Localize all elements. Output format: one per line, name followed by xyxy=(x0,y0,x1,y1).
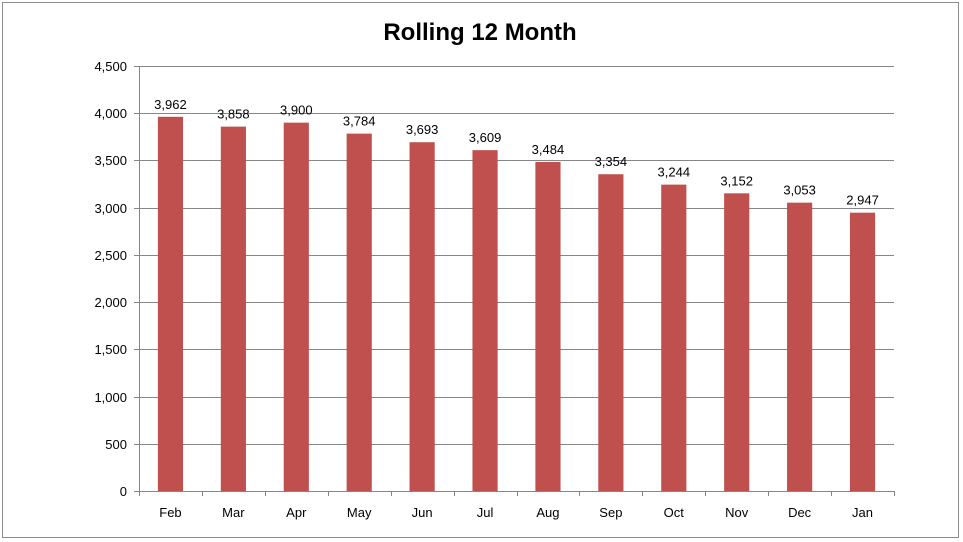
x-tick-label: Jan xyxy=(852,505,873,520)
bar xyxy=(849,212,876,491)
x-tick-label: May xyxy=(347,505,372,520)
x-tick-label: Feb xyxy=(159,505,181,520)
data-label: 3,609 xyxy=(469,130,502,145)
x-tick-label: Sep xyxy=(599,505,622,520)
y-tick-label: 1,000 xyxy=(94,390,127,405)
x-tick-label: Nov xyxy=(725,505,749,520)
axes xyxy=(139,66,895,496)
y-axis-ticks: 0 500 1,000 1,500 2,000 2,500 3,000 3,500 4,000 4… xyxy=(94,59,139,499)
y-tick-label: 4,500 xyxy=(94,59,127,74)
data-label: 3,784 xyxy=(343,114,376,129)
bar xyxy=(724,193,750,492)
x-tick-label: Apr xyxy=(286,505,307,520)
data-label: 2,947 xyxy=(846,193,879,208)
data-label: 3,858 xyxy=(217,107,250,122)
x-axis-ticks: Feb Mar Apr May Jun Jul Aug Sep Oct Nov Dec Jan xyxy=(159,505,873,520)
x-tick-label: Dec xyxy=(788,505,812,520)
x-tick-label: Jun xyxy=(412,505,433,520)
data-label: 3,354 xyxy=(595,154,628,169)
data-label: 3,152 xyxy=(720,173,753,188)
bar xyxy=(220,126,246,491)
bar xyxy=(535,161,561,491)
y-tick-label: 500 xyxy=(105,437,127,452)
data-label: 3,693 xyxy=(406,122,439,137)
y-tick-label: 1,500 xyxy=(94,342,127,357)
data-label: 3,053 xyxy=(783,183,816,198)
y-tick-label: 3,500 xyxy=(94,153,127,168)
chart-title: Rolling 12 Month xyxy=(383,19,576,46)
y-tick-label: 2,000 xyxy=(94,295,127,310)
bar xyxy=(157,116,184,492)
bar xyxy=(598,174,624,491)
bar xyxy=(787,202,813,491)
data-label: 3,484 xyxy=(532,142,565,157)
bar xyxy=(409,142,435,491)
x-tick-label: Mar xyxy=(222,505,245,520)
bar xyxy=(283,122,309,492)
bar xyxy=(661,184,687,491)
bar xyxy=(346,133,372,491)
data-label: 3,900 xyxy=(280,103,313,118)
x-tick-label: Jul xyxy=(477,505,494,520)
x-tick-label: Aug xyxy=(536,505,559,520)
y-tick-label: 3,000 xyxy=(94,201,127,216)
y-tick-label: 2,500 xyxy=(94,248,127,263)
y-tick-label: 4,000 xyxy=(94,106,127,121)
y-tick-label: 0 xyxy=(120,484,127,499)
data-label: 3,244 xyxy=(658,165,691,180)
x-tick-label: Oct xyxy=(664,505,685,520)
bar xyxy=(472,150,498,491)
gridlines xyxy=(139,66,894,445)
data-label: 3,962 xyxy=(154,97,187,112)
bars xyxy=(157,116,876,492)
data-labels: 3,962 3,858 3,900 3,784 3,693 3,609 3,484 3,354… xyxy=(154,97,879,208)
